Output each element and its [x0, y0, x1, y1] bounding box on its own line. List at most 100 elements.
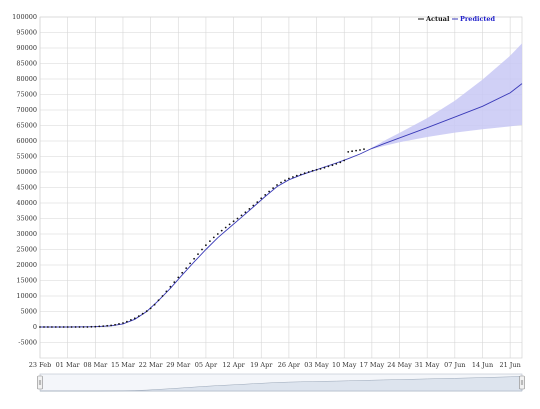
y-tick-label: 80000 [16, 75, 37, 83]
x-tick-label: 12 Apr [222, 361, 245, 369]
y-tick-label: 85000 [16, 60, 37, 68]
y-tick-label: 70000 [16, 106, 37, 114]
x-tick-label: 01 Mar [56, 361, 81, 369]
actual-point [110, 324, 112, 327]
actual-point [307, 171, 310, 173]
actual-point [276, 184, 278, 186]
actual-point [331, 164, 334, 167]
actual-point [268, 190, 270, 193]
actual-point [130, 319, 132, 321]
actual-point [78, 326, 81, 328]
navigator-handle-right[interactable] [519, 375, 525, 390]
actual-point [244, 211, 247, 214]
actual-point [47, 326, 49, 328]
actual-point [165, 290, 168, 293]
x-tick-label: 26 Apr [278, 361, 301, 369]
x-tick-label: 22 Mar [139, 361, 164, 369]
actual-point [303, 172, 306, 175]
actual-point [343, 159, 346, 162]
legend[interactable]: Actual Predicted [418, 15, 496, 23]
actual-point [260, 197, 263, 200]
actual-point [189, 262, 192, 265]
range-navigator[interactable] [37, 373, 525, 392]
actual-point [173, 281, 176, 283]
actual-point [141, 312, 144, 315]
grid-layer [39, 16, 523, 359]
actual-point [106, 324, 109, 327]
y-tick-label: 45000 [16, 184, 37, 192]
actual-point [82, 326, 85, 328]
y-tick-label: 5000 [20, 308, 37, 316]
actual-point [284, 179, 286, 182]
x-tick-label: 08 Mar [83, 361, 108, 369]
y-tick-label: 15000 [16, 277, 37, 285]
actual-point [224, 226, 227, 229]
y-tick-label: 90000 [16, 44, 37, 52]
actual-point [62, 326, 65, 328]
y-tick-label: 20000 [16, 261, 37, 269]
actual-point [363, 148, 365, 151]
x-tick-label: 29 Mar [166, 361, 191, 369]
actual-point [292, 176, 294, 178]
x-tick-label: 21 Jun [499, 361, 520, 369]
actual-point [181, 271, 184, 274]
actual-point [193, 257, 196, 260]
x-tick-label: 31 May [415, 361, 440, 369]
legend-item-actual[interactable]: Actual [425, 15, 450, 23]
navigator-mini-series [40, 376, 523, 392]
actual-point [145, 310, 148, 313]
prediction-band-layer [371, 43, 522, 150]
actual-point [252, 204, 255, 207]
y-tick-label: -5000 [18, 339, 37, 347]
y-tick-label: 100000 [12, 13, 37, 21]
actual-point [228, 223, 231, 226]
actual-point [58, 326, 61, 328]
y-tick-label: 60000 [16, 137, 37, 145]
actual-point [74, 326, 77, 328]
actual-point [98, 325, 101, 328]
x-tick-label: 15 Mar [111, 361, 136, 369]
x-tick-label: 23 Feb [29, 361, 52, 369]
actual-point [327, 165, 330, 168]
actual-point [323, 166, 326, 169]
prediction-interval-band [371, 43, 522, 150]
actual-point [94, 325, 97, 328]
actual-point [122, 322, 124, 324]
actual-point [288, 177, 290, 180]
x-tick-label: 14 Jun [472, 361, 493, 369]
actual-point [319, 168, 322, 170]
series-layer [39, 83, 523, 328]
navigator-handle-left[interactable] [37, 375, 43, 390]
y-tick-label: 30000 [16, 230, 37, 238]
x-tick-label: 10 May [332, 361, 357, 369]
actual-point [185, 267, 188, 269]
actual-point [161, 295, 164, 297]
y-tick-label: 10000 [16, 292, 37, 300]
actual-point [169, 285, 172, 288]
actual-point [339, 161, 342, 164]
actual-point [280, 181, 282, 184]
actual-point [351, 150, 353, 153]
actual-point [212, 236, 215, 239]
actual-point [177, 276, 180, 279]
actual-point [126, 320, 128, 323]
actual-point [51, 326, 53, 328]
y-tick-label: 25000 [16, 246, 37, 254]
actual-point [70, 326, 73, 328]
actual-point [359, 149, 361, 151]
y-tick-label: 65000 [16, 122, 37, 130]
legend-item-predicted[interactable]: Predicted [460, 15, 496, 23]
y-tick-label: 35000 [16, 215, 37, 223]
actual-point [311, 169, 314, 172]
actual-point [102, 325, 105, 327]
actual-point [153, 303, 156, 306]
actual-point [90, 325, 93, 328]
axis-layer: -5000 0 5000 10000 15000 20000 25000 30000 35000… [12, 13, 521, 369]
actual-point [264, 194, 267, 196]
actual-point [149, 307, 152, 310]
actual-point [54, 326, 57, 328]
actual-point [205, 244, 207, 247]
actual-point [232, 220, 235, 223]
y-tick-label: 95000 [16, 29, 37, 37]
y-tick-label: 0 [33, 323, 37, 331]
